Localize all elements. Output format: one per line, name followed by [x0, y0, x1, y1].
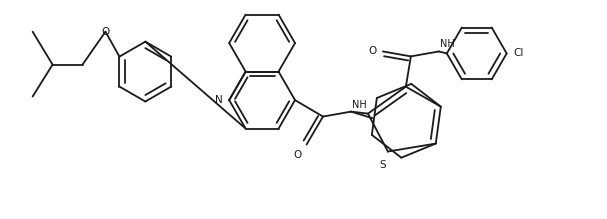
- Text: NH: NH: [440, 39, 455, 49]
- Text: O: O: [368, 46, 377, 57]
- Text: O: O: [101, 27, 110, 37]
- Text: N: N: [215, 95, 223, 105]
- Text: S: S: [379, 159, 386, 170]
- Text: Cl: Cl: [514, 48, 524, 58]
- Text: NH: NH: [352, 100, 367, 110]
- Text: O: O: [293, 150, 302, 159]
